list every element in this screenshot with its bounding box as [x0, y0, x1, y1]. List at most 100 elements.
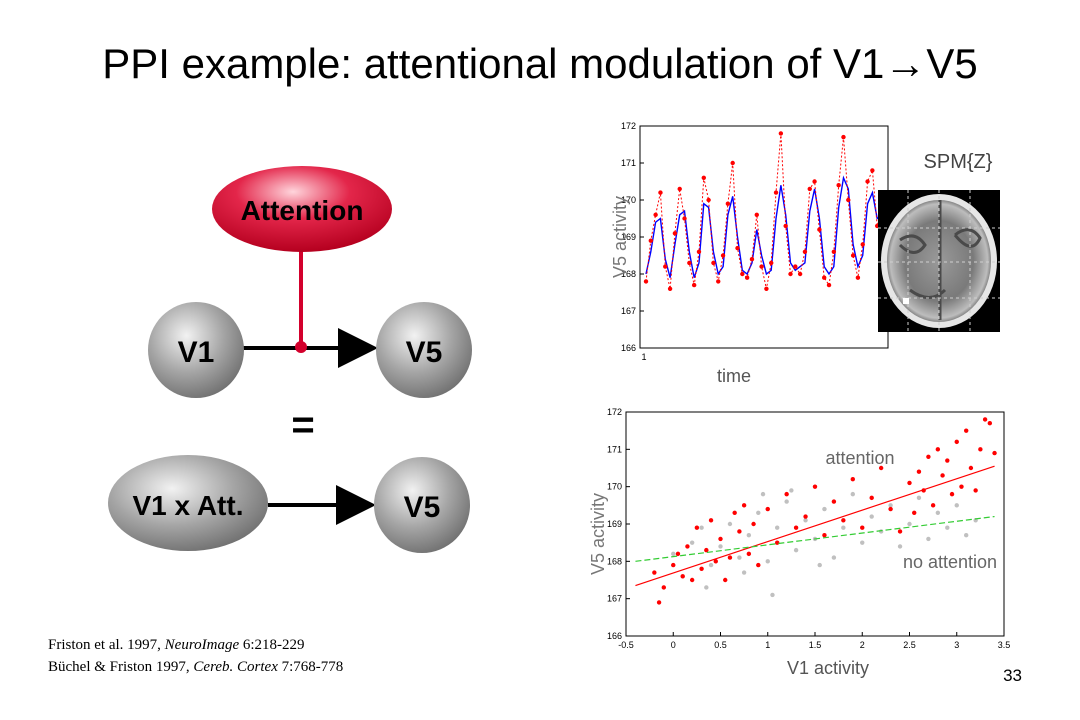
no-attention-fit-line: [635, 515, 995, 562]
no-attention-point: [964, 533, 969, 538]
scatter-x-tick-label: 2.5: [903, 640, 916, 650]
no-attention-point: [746, 533, 752, 538]
attention-point: [793, 525, 799, 530]
scatter-x-tick-label: -0.5: [618, 640, 634, 650]
attention-point: [751, 521, 756, 527]
ts-y-tick-label: 172: [621, 121, 636, 131]
ts-y-tick-label: 167: [621, 306, 636, 316]
page-number: 33: [1003, 666, 1022, 685]
no-attention-point: [727, 521, 733, 527]
v5-bottom-label: V5: [404, 491, 441, 524]
ts-data-point: [691, 282, 697, 288]
attention-point: [954, 439, 959, 445]
ts-series-line-1: [645, 133, 883, 289]
scatter-y-tick-label: 168: [607, 556, 622, 566]
ts-data-point: [769, 260, 774, 266]
ts-data-point: [701, 175, 706, 180]
attention-point: [973, 488, 978, 493]
ts-data-point: [807, 186, 812, 192]
ts-data-point: [797, 271, 803, 277]
ts-data-point: [735, 245, 740, 251]
no-attention-point: [945, 525, 950, 530]
ts-data-point: [870, 168, 875, 173]
attention-point: [718, 536, 723, 542]
attention-point: [689, 577, 695, 583]
no-attention-point: [775, 525, 780, 530]
attention-point: [694, 525, 700, 530]
attention-point: [661, 585, 666, 590]
attention-point: [916, 469, 922, 474]
attention-point: [978, 447, 983, 452]
no-attention-point: [765, 559, 770, 564]
attention-point: [935, 447, 941, 452]
scatter-y-tick-label: 169: [607, 519, 622, 529]
attention-point: [992, 450, 997, 456]
ts-data-point: [841, 134, 846, 140]
no-attention-point: [817, 562, 822, 568]
ts-data-point: [822, 275, 827, 280]
attention-fit-line: [635, 465, 995, 587]
reference-2: Büchel & Friston 1997, Cereb. Cortex 7:7…: [48, 659, 344, 675]
brain-sulci: [898, 200, 982, 320]
attention-point: [959, 484, 964, 489]
ts-data-point: [850, 253, 856, 258]
no-attention-point: [699, 525, 704, 530]
attention-point: [699, 566, 704, 571]
ts-data-point: [687, 260, 692, 266]
attention-point: [869, 495, 874, 501]
attention-point: [723, 577, 728, 583]
ts-data-point: [667, 286, 673, 291]
no-attention-point: [689, 540, 695, 545]
no-attention-point: [803, 518, 808, 523]
no-attention-point: [708, 562, 714, 568]
activation-blob: [903, 298, 909, 304]
scatter-y-tick-label: 166: [607, 631, 622, 641]
ts-data-point: [778, 131, 784, 136]
attention-point: [765, 506, 770, 512]
scatter-y-tick-label: 170: [607, 482, 622, 492]
v5-top-label: V5: [406, 336, 443, 369]
attention-point: [685, 544, 690, 549]
ts-y-tick-label: 168: [621, 269, 636, 279]
attention-point: [656, 600, 662, 605]
attention-point: [964, 428, 969, 433]
attention-point: [775, 540, 780, 545]
ts-data-point: [865, 179, 870, 184]
ts-data-point: [730, 160, 735, 166]
ts-plot-frame: [639, 125, 889, 349]
scatter-y-tick-label: 171: [607, 444, 622, 454]
no-attention-point: [860, 540, 865, 545]
reference-1: Friston et al. 1997, NeuroImage 6:218-22…: [48, 637, 305, 653]
ts-data-point: [696, 249, 702, 254]
attention-point: [727, 555, 733, 560]
ts-y-tick-label: 169: [621, 232, 636, 242]
no-attention-point: [770, 592, 775, 598]
scatter-plot-frame: [625, 411, 1005, 637]
attention-point: [841, 518, 846, 523]
attention-point: [803, 514, 808, 519]
no-attention-point: [822, 506, 827, 512]
scatter-x-tick-label: 0: [671, 640, 676, 650]
no-attention-point: [760, 491, 766, 497]
ts-data-point: [836, 183, 841, 188]
ts-data-point: [759, 264, 764, 269]
scatter-x-tick-label: 3: [954, 640, 959, 650]
ts-data-point: [663, 264, 668, 269]
ts-data-point: [720, 253, 726, 258]
no-attention-point: [907, 521, 912, 527]
ts-data-point: [802, 249, 808, 254]
no-attention-point: [935, 510, 941, 515]
ppi-diagram: Attention V1 V5 = V1 x Att. V5: [108, 166, 472, 553]
attention-point: [680, 574, 685, 579]
attention-point: [930, 503, 936, 508]
attention-point: [652, 570, 657, 575]
no-attention-point: [793, 547, 799, 553]
ts-data-point: [855, 275, 861, 280]
no-attention-point: [841, 525, 846, 530]
ts-data-point: [773, 190, 779, 195]
attention-point: [987, 421, 993, 426]
no-attention-point: [954, 503, 959, 508]
attention-point: [732, 510, 737, 515]
ts-data-point: [817, 227, 822, 232]
no-attention-point: [741, 570, 747, 575]
